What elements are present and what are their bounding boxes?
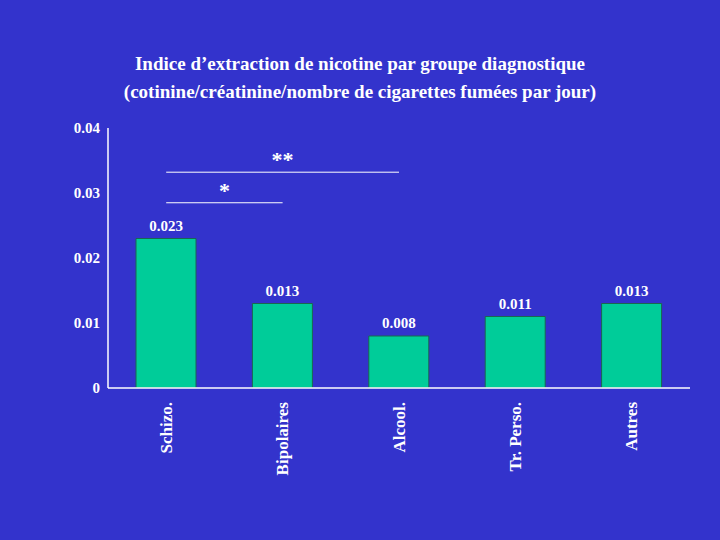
svg-text:0.013: 0.013 [266, 283, 300, 299]
html-text:(cotinine/créatinine/nombre de: (cotinine/créatinine/nombre de cigarette… [123, 81, 597, 102]
svg-text:**: ** [272, 147, 294, 172]
html-text:Indice d’extraction de nicotin: Indice d’extraction de nicotine par grou… [135, 53, 585, 74]
svg-text:Alcool.: Alcool. [390, 402, 409, 453]
svg-text:0: 0 [93, 380, 101, 396]
svg-text:Autres: Autres [622, 402, 641, 451]
svg-text:0.04: 0.04 [74, 120, 101, 136]
svg-text:Bipolaires: Bipolaires [273, 402, 292, 476]
svg-text:0.023: 0.023 [149, 218, 183, 234]
svg-text:Schizo.: Schizo. [157, 402, 176, 453]
svg-text:0.008: 0.008 [382, 315, 416, 331]
svg-text:*: * [219, 178, 230, 203]
svg-text:0.013: 0.013 [615, 283, 649, 299]
svg-text:0.01: 0.01 [74, 315, 100, 331]
svg-text:0.03: 0.03 [74, 185, 100, 201]
svg-text:Tr. Perso.: Tr. Perso. [506, 402, 525, 471]
svg-text:0.011: 0.011 [499, 296, 532, 312]
svg-text:0.02: 0.02 [74, 250, 100, 266]
